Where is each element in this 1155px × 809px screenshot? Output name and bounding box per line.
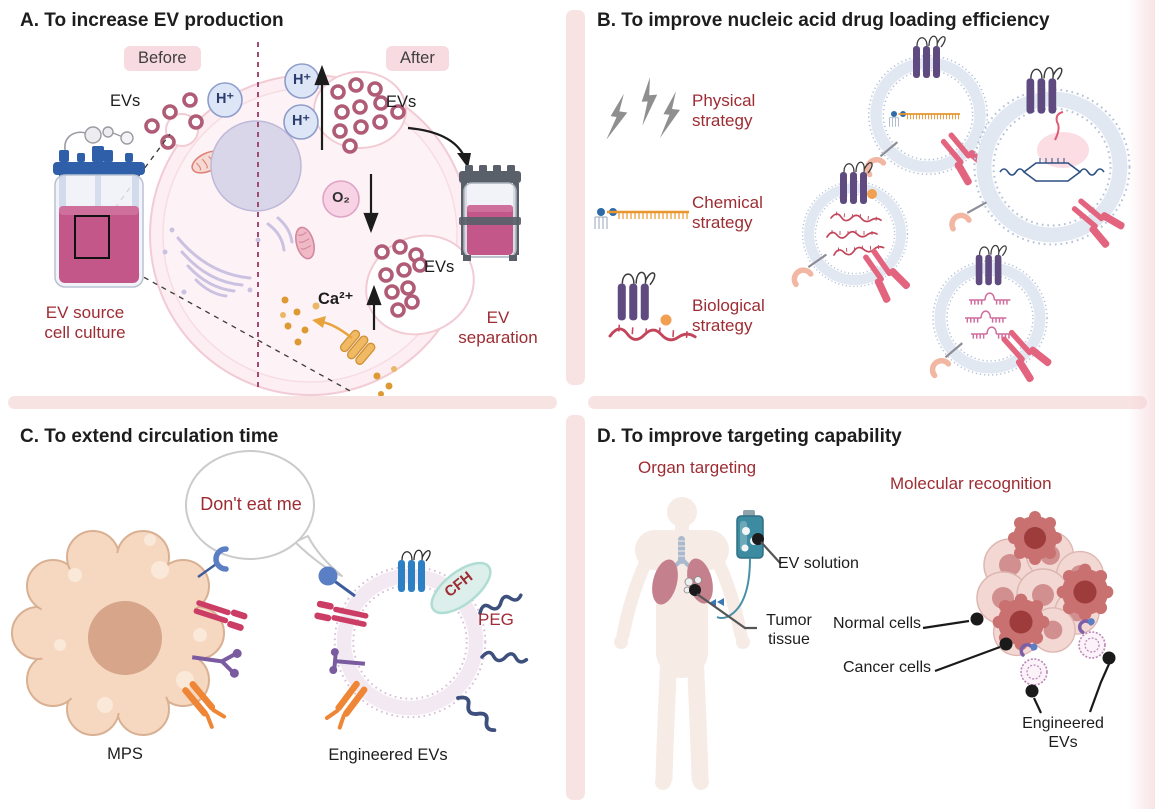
biological-line1: Biological	[692, 296, 765, 315]
tumor-line2: tissue	[768, 630, 810, 648]
ev-source-line2: cell culture	[44, 323, 126, 343]
engineered-ev	[314, 549, 529, 737]
o2-label: O₂	[332, 190, 350, 206]
panel-a-illustration	[53, 42, 521, 396]
chemical-line2: strategy	[692, 213, 753, 233]
peg-chain	[456, 689, 499, 737]
ev-source-line1: EV source	[45, 303, 125, 322]
h-plus-label: H⁺	[292, 72, 312, 88]
tumor-line1: Tumor	[766, 612, 812, 629]
ev-vesicle-1	[864, 35, 992, 188]
chemical-strategy-label: Chemical strategy	[692, 193, 763, 233]
ev-separation-line1: EV	[486, 308, 510, 327]
ev-vesicle-3	[949, 66, 1130, 250]
ev-source-label: EV source cell culture	[15, 303, 155, 343]
panel-a-title: A. To increase EV production	[20, 10, 284, 31]
evs-label-top-right: EVs	[386, 93, 417, 111]
biological-line2: strategy	[692, 316, 753, 336]
h-plus-bubbles	[207, 63, 320, 140]
cluster-leaders	[922, 612, 1116, 714]
tumor-icon	[683, 576, 702, 596]
mps-nucleus	[88, 601, 162, 675]
physical-strategy-label: Physical strategy	[692, 91, 755, 131]
engineered-evs-line1: Engineered	[1022, 715, 1104, 732]
h-plus-label: H⁺	[291, 113, 311, 129]
organ-targeting-label: Organ targeting	[638, 458, 757, 477]
biological-strategy-label: Biological strategy	[692, 296, 765, 336]
physical-line1: Physical	[692, 91, 756, 110]
bioreactor-gray-icon	[459, 165, 521, 261]
panel-b-illustration	[593, 35, 1155, 385]
panel-d-title: D. To improve targeting capability	[597, 426, 902, 447]
molecular-recognition-label: Molecular recognition	[890, 474, 1052, 493]
horizontal-divider-right	[588, 396, 1147, 409]
curved-arrow-to-separator	[407, 126, 471, 168]
mps-label: MPS	[107, 745, 143, 763]
horizontal-divider-left	[8, 396, 557, 409]
normal-cells-label: Normal cells	[833, 615, 922, 632]
panel-c-title: C. To extend circulation time	[20, 426, 279, 447]
ev-separation-label: EV separation	[452, 308, 544, 348]
lightning-bolts-icon	[606, 76, 682, 143]
panel-b-title: B. To improve nucleic acid drug loading …	[597, 10, 1050, 31]
up-arrow-ca	[366, 284, 382, 330]
up-arrow-hplus	[314, 64, 330, 150]
protein-rna-icon	[608, 271, 698, 346]
panel-c-illustration	[11, 450, 529, 737]
evs-label-mid-right: EVs	[424, 258, 455, 276]
leader-lines	[696, 541, 782, 630]
tumor-tissue-label: Tumor tissue	[756, 612, 822, 650]
dont-eat-me-bubble-text: Don't eat me	[200, 494, 302, 514]
calcium-channel-icon	[339, 329, 376, 365]
golgi-icon	[176, 216, 294, 298]
ev-separation-line2: separation	[458, 328, 538, 348]
down-arrow-o2	[363, 174, 379, 234]
chemical-line1: Chemical	[692, 193, 763, 212]
peg-chain	[480, 646, 529, 668]
vertical-divider-bottom	[566, 415, 585, 800]
mps-receptors	[178, 546, 248, 729]
before-badge: Before	[124, 46, 201, 71]
o2-bubble	[322, 180, 360, 218]
panel-d-illustration	[614, 497, 1116, 790]
speech-bubble	[185, 450, 343, 577]
golgi-vesicles	[162, 227, 261, 295]
nucleus-icon	[210, 120, 302, 212]
h-plus-label: H⁺	[215, 91, 235, 107]
evs-label-left: EVs	[110, 92, 141, 110]
oligonucleotide-icon	[593, 206, 691, 231]
after-badge: After	[386, 46, 449, 71]
physical-line2: strategy	[692, 111, 753, 131]
bioreactor-blue-icon	[53, 126, 145, 288]
peg-label: PEG	[478, 610, 514, 629]
calcium-ions	[280, 296, 397, 396]
ev-solution-label: EV solution	[778, 555, 859, 572]
mitochondrion-icon	[295, 226, 315, 260]
engineered-evs-line2: EVs	[1048, 733, 1078, 751]
ev-vesicle-4	[929, 244, 1054, 385]
orange-arrow-ca-influx	[312, 316, 353, 339]
mps-cell	[11, 530, 225, 736]
engineered-evs-label-c: Engineered EVs	[328, 746, 448, 764]
iv-bag-icon	[709, 510, 764, 619]
ev-vesicle-2	[791, 161, 912, 305]
cancer-cells-label: Cancer cells	[843, 659, 932, 676]
engineered-evs-label-d: Engineered EVs	[1013, 715, 1113, 753]
vertical-divider-top	[566, 10, 585, 385]
ca-label: Ca²⁺	[318, 290, 354, 308]
